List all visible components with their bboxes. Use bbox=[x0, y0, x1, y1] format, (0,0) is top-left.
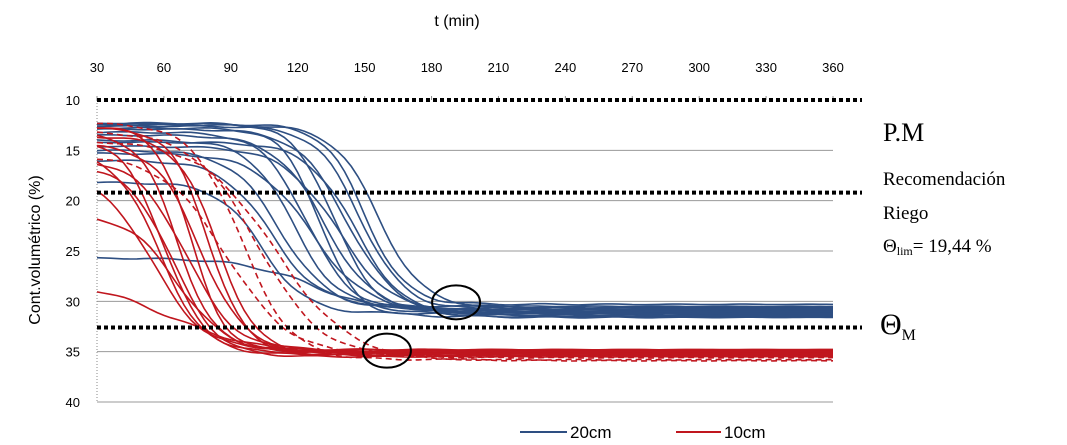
series-line-20cm-7 bbox=[96, 138, 833, 310]
series-line-20cm-14 bbox=[96, 256, 833, 317]
y-axis-title: Cont.volumétrico (%) bbox=[27, 175, 44, 324]
series-line-10cm-26 bbox=[96, 218, 833, 354]
reference-lines bbox=[97, 98, 862, 330]
series-line-20cm-13 bbox=[96, 181, 833, 315]
x-tick-label: 240 bbox=[555, 60, 577, 75]
series-line-20cm-10 bbox=[97, 152, 833, 313]
highlight-circle-1 bbox=[361, 332, 412, 369]
x-tick-label: 330 bbox=[755, 60, 777, 75]
x-tick-labels: 30 60 90 120 150 180 210 240 270 300 330 360 bbox=[90, 60, 844, 75]
series-line-20cm-3 bbox=[96, 123, 833, 309]
series-line-20cm-12 bbox=[96, 159, 833, 308]
x-tick-label: 120 bbox=[287, 60, 309, 75]
x-tick-label: 210 bbox=[488, 60, 510, 75]
theta-m-symbol: Θ bbox=[880, 308, 902, 341]
x-tick-label: 30 bbox=[90, 60, 104, 75]
y-tick-label: 30 bbox=[66, 294, 80, 309]
series-line-10cm-17 bbox=[96, 127, 834, 355]
legend-label-10cm: 10cm bbox=[724, 423, 766, 442]
y-tick-label: 10 bbox=[66, 93, 80, 108]
theta-lim-value: = 19,44 % bbox=[913, 236, 992, 257]
y-tick-labels: 10 15 20 25 30 35 40 bbox=[66, 93, 80, 410]
series-line-10cm-21 bbox=[96, 144, 833, 352]
y-tick-label: 40 bbox=[66, 395, 80, 410]
theta-lim-subscript: lim bbox=[897, 244, 914, 258]
recommendation-label-line2: Riego bbox=[883, 203, 928, 224]
theta-m-label: ΘM bbox=[880, 308, 916, 344]
x-axis-title: t (min) bbox=[434, 13, 479, 30]
series-line-20cm-15 bbox=[96, 122, 834, 306]
y-tick-label: 35 bbox=[66, 345, 80, 360]
y-tick-label: 20 bbox=[66, 194, 80, 209]
series-line-10cm-20 bbox=[96, 145, 833, 354]
series-line-10cm-31 bbox=[96, 158, 834, 357]
pm-label: P.M bbox=[883, 118, 924, 147]
highlight-circle-0 bbox=[431, 284, 482, 321]
theta-lim-symbol: Θ bbox=[883, 236, 897, 257]
theta-m-subscript: M bbox=[902, 327, 916, 344]
theta-lim-label: Θlim= 19,44 % bbox=[883, 236, 992, 258]
x-tick-label: 300 bbox=[688, 60, 710, 75]
series-lines bbox=[96, 121, 834, 362]
x-tick-label: 60 bbox=[157, 60, 171, 75]
y-tick-label: 15 bbox=[66, 143, 80, 158]
y-tick-label: 25 bbox=[66, 244, 80, 259]
recommendation-label-line1: Recomendación bbox=[883, 169, 1006, 190]
x-tick-label: 90 bbox=[224, 60, 238, 75]
highlight-circles bbox=[361, 284, 482, 369]
legend: 20cm 10cm bbox=[520, 423, 766, 442]
series-line-10cm-27 bbox=[96, 291, 833, 355]
series-line-10cm-25 bbox=[96, 190, 833, 351]
series-line-20cm-9 bbox=[96, 149, 834, 311]
series-line-10cm-30 bbox=[96, 141, 833, 362]
series-line-10cm-29 bbox=[96, 131, 833, 359]
x-tick-label: 270 bbox=[621, 60, 643, 75]
legend-label-20cm: 20cm bbox=[570, 423, 612, 442]
x-tick-label: 180 bbox=[421, 60, 443, 75]
series-line-10cm-22 bbox=[96, 161, 833, 357]
x-tick-label: 150 bbox=[354, 60, 376, 75]
x-tick-label: 360 bbox=[822, 60, 844, 75]
